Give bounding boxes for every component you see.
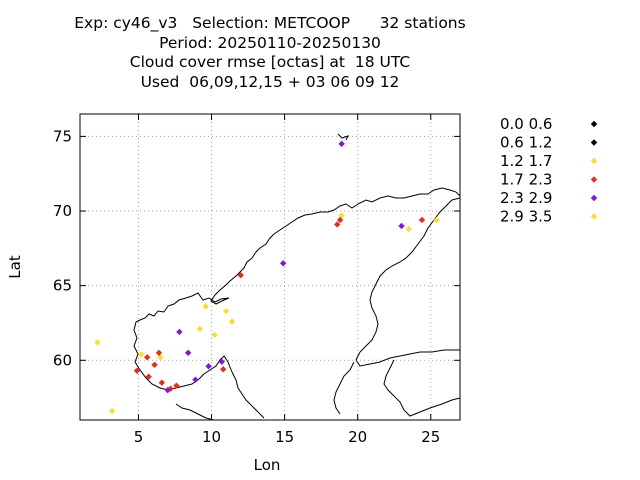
grid <box>80 114 460 420</box>
data-point <box>155 349 163 357</box>
x-tick-label: 25 <box>421 428 440 446</box>
legend-marker <box>590 157 598 165</box>
data-point <box>144 354 151 361</box>
data-point <box>334 221 341 228</box>
legend-marker <box>590 176 598 183</box>
data-point <box>220 366 227 373</box>
data-point <box>164 386 171 394</box>
data-point <box>211 331 218 339</box>
data-point <box>184 349 192 357</box>
legend-marker <box>590 139 598 146</box>
y-tick-label: 70 <box>53 202 72 220</box>
data-point <box>218 358 225 365</box>
data-point <box>108 407 116 415</box>
data-point <box>176 328 183 336</box>
data-point <box>418 216 426 224</box>
data-point <box>138 351 145 358</box>
y-axis-label: Lat <box>6 255 24 279</box>
data-point <box>433 216 440 224</box>
x-tick-label: 15 <box>275 428 294 446</box>
data-point <box>173 382 180 389</box>
data-point <box>222 307 230 315</box>
data-point <box>167 385 174 392</box>
coastline-map <box>133 133 460 420</box>
data-point <box>205 363 212 370</box>
coastline-sweden-south <box>231 371 265 419</box>
y-tick-label: 65 <box>53 277 72 295</box>
legend-marker <box>590 194 598 202</box>
island-svalbard <box>337 133 349 141</box>
coastline-gulf-bothnia <box>333 361 355 415</box>
title-line-3: Cloud cover rmse [octas] at 18 UTC <box>129 53 411 71</box>
x-axis-label: Lon <box>254 456 281 474</box>
legend-marker <box>590 120 598 128</box>
legend-entry-label: 2.9 3.5 <box>500 208 552 226</box>
data-point <box>336 216 344 224</box>
legend-entry-label: 1.2 1.7 <box>500 152 552 170</box>
data-point <box>405 225 413 233</box>
coastline-baltic-east <box>383 359 460 417</box>
plot-frame <box>79 113 461 421</box>
coastline-norway-sweden <box>135 187 460 323</box>
data-point <box>133 367 141 374</box>
data-point <box>237 272 244 279</box>
x-tick-label: 20 <box>348 428 367 446</box>
data-point <box>279 260 287 267</box>
legend-entry-label: 0.0 0.6 <box>500 115 552 133</box>
chart-title: Exp: cy46_v3 Selection: METCOOP 32 stati… <box>0 14 540 92</box>
coastline-finland-baltic <box>355 197 460 367</box>
data-point <box>338 212 345 219</box>
data-point <box>202 303 209 310</box>
data-point <box>228 318 236 325</box>
data-point <box>338 140 345 148</box>
legend: 0.0 0.60.6 1.21.2 1.71.7 2.32.3 2.92.9 3… <box>500 115 598 226</box>
data-point <box>145 373 152 380</box>
x-tick-label: 5 <box>134 428 144 446</box>
data-point <box>192 376 199 383</box>
title-line-1: Exp: cy46_v3 Selection: METCOOP 32 stati… <box>74 14 466 32</box>
y-tick-label: 75 <box>53 127 72 145</box>
title-line-2: Period: 20250110-20250130 <box>159 33 381 52</box>
data-point <box>398 222 405 230</box>
data-point <box>158 379 166 386</box>
legend-entry-label: 2.3 2.9 <box>500 189 552 207</box>
legend-marker <box>590 213 598 220</box>
data-point <box>94 339 101 346</box>
legend-entry-label: 1.7 2.3 <box>500 171 552 189</box>
axis-ticks: 5 10 15 20 25 60 65 70 75 <box>53 114 460 446</box>
data-points <box>94 140 440 415</box>
data-point <box>196 325 204 333</box>
coastline-denmark <box>175 403 215 420</box>
y-tick-label: 60 <box>53 351 72 369</box>
x-tick-label: 10 <box>202 428 221 446</box>
title-line-4: Used 06,09,12,15 + 03 06 09 12 <box>140 72 400 91</box>
data-point <box>151 361 158 368</box>
legend-entry-label: 0.6 1.2 <box>500 134 552 152</box>
